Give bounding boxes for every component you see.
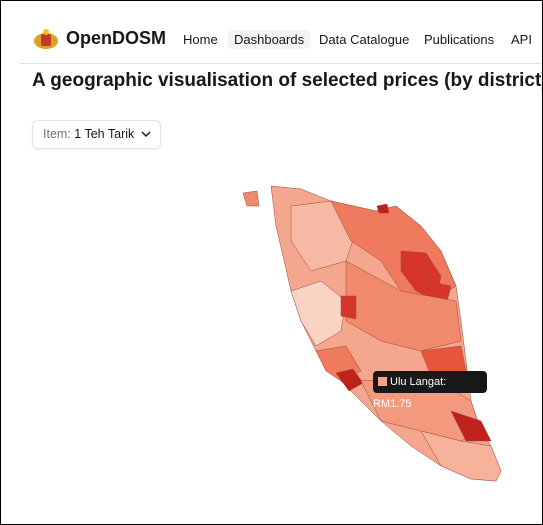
logo-icon — [34, 29, 58, 49]
nav-link[interactable]: Home — [183, 32, 218, 47]
logo[interactable]: OpenDOSM — [66, 28, 167, 48]
district — [420, 430, 502, 482]
tooltip: Ulu Langat: RM1.75 — [373, 371, 487, 410]
tooltip-swatch — [378, 377, 387, 386]
district — [340, 295, 357, 320]
page-title: A geographic visualisation of selected p… — [32, 70, 543, 91]
nav-link[interactable]: Publications — [424, 32, 495, 47]
dropdown-value: 1 Teh Tarik — [74, 127, 135, 141]
item-dropdown[interactable]: Item: 1 Teh Tarik — [32, 120, 161, 149]
nav-link[interactable]: Data Catalogue — [319, 32, 410, 47]
tooltip-text: Ulu Langat: RM1.75 — [373, 376, 447, 410]
district — [345, 260, 462, 352]
district — [376, 203, 390, 214]
district — [290, 280, 347, 347]
nav-link[interactable]: API — [511, 32, 532, 47]
nav-link[interactable]: Dashboards — [228, 30, 311, 49]
chevron — [141, 131, 151, 138]
district — [450, 410, 492, 442]
island — [242, 190, 260, 207]
dropdown-label: Item: — [43, 127, 71, 141]
divider — [19, 63, 542, 64]
